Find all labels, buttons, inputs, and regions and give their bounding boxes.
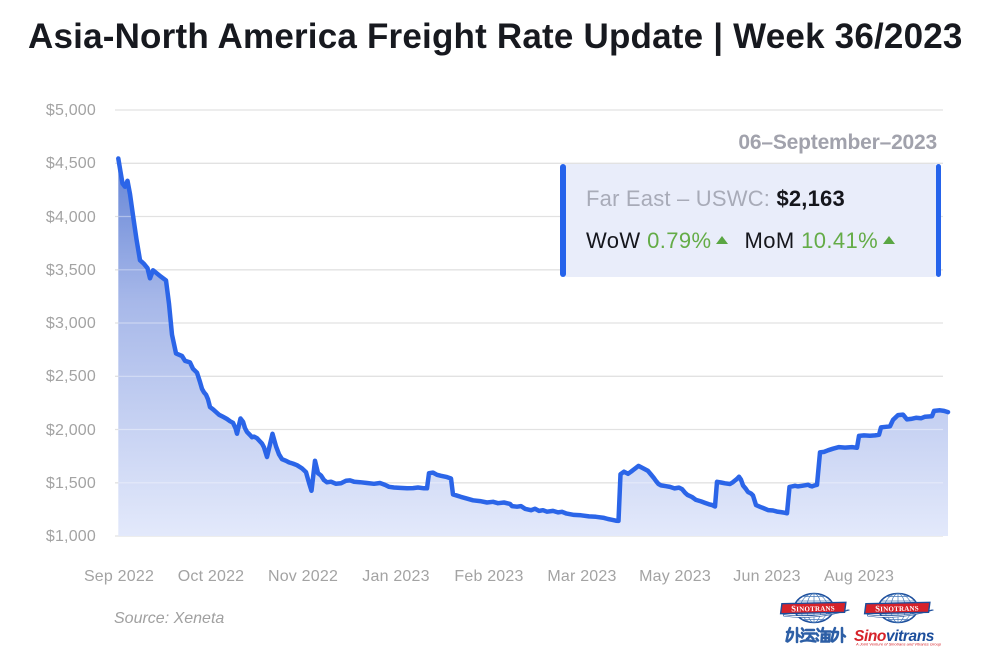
svg-text:May 2023: May 2023 [639,568,711,585]
svg-text:$1,500: $1,500 [46,475,96,492]
svg-text:$2,500: $2,500 [46,368,96,385]
svg-text:$3,000: $3,000 [46,315,96,332]
svg-text:Sep 2022: Sep 2022 [84,568,154,585]
svg-text:Feb 2023: Feb 2023 [454,568,523,585]
svg-text:Sinovitrans: Sinovitrans [854,628,935,645]
svg-text:Jan 2023: Jan 2023 [362,568,429,585]
svg-text:Aug 2023: Aug 2023 [824,568,894,585]
svg-text:$2,000: $2,000 [46,422,96,439]
svg-text:$1,000: $1,000 [46,528,96,545]
svg-text:$5,000: $5,000 [46,102,96,119]
svg-text:$4,000: $4,000 [46,209,96,226]
svg-text:$4,500: $4,500 [46,155,96,172]
svg-text:Mar 2023: Mar 2023 [547,568,616,585]
svg-text:Oct 2022: Oct 2022 [178,568,245,585]
svg-text:A Joint Venture of Sinotrans a: A Joint Venture of Sinotrans and Vitrans… [855,642,942,647]
svg-text:Jun 2023: Jun 2023 [733,568,800,585]
svg-text:$3,500: $3,500 [46,262,96,279]
svg-text:Nov 2022: Nov 2022 [268,568,338,585]
